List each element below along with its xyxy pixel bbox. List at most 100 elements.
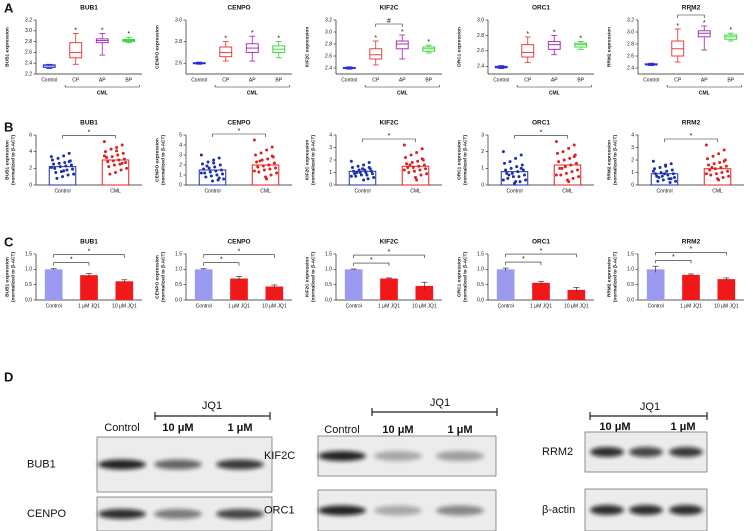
data-point — [425, 172, 429, 176]
data-point — [562, 158, 566, 162]
significance: * — [101, 27, 104, 34]
data-point — [718, 161, 722, 164]
bracket — [514, 135, 568, 139]
data-point — [259, 151, 263, 155]
y-axis-label: ORC1 expression — [456, 27, 462, 67]
significance: * — [220, 257, 223, 264]
x-tick-label: AP — [99, 77, 106, 83]
y-axis-label: CENPO expression — [154, 138, 160, 182]
bracket — [353, 254, 425, 259]
x-tick-label: AP — [701, 77, 708, 83]
y-tick-label: 0.5 — [325, 282, 332, 288]
x-tick-label: CML — [712, 188, 723, 194]
data-point — [55, 176, 59, 180]
significance: * — [88, 249, 91, 256]
bracket — [53, 254, 125, 258]
y-axis-label: (normalized to β-ACT) — [462, 135, 468, 185]
blot-band — [590, 447, 624, 457]
protein-label: BUB1 — [27, 458, 56, 470]
data-point — [265, 177, 269, 181]
data-point — [205, 164, 209, 168]
y-tick-label: 2.4 — [325, 65, 332, 71]
data-point — [674, 179, 678, 183]
data-point — [253, 153, 257, 157]
bar — [415, 285, 434, 300]
data-point — [514, 180, 518, 184]
data-point — [353, 172, 357, 176]
dose-label: 10 μM — [162, 422, 193, 434]
significance: * — [540, 130, 543, 137]
data-point — [671, 172, 675, 176]
data-point — [64, 164, 68, 168]
data-point — [707, 163, 711, 167]
data-point — [554, 173, 558, 177]
bracket — [655, 251, 727, 256]
bar — [717, 279, 736, 300]
box — [395, 40, 409, 50]
y-axis-label: (normalized to β-ACT) — [10, 135, 16, 185]
chart-title: BUB1 — [80, 120, 98, 127]
data-point — [524, 178, 528, 182]
data-point — [208, 170, 212, 174]
data-point — [102, 140, 106, 144]
x-tick-label: Control — [346, 303, 362, 309]
bar — [194, 269, 213, 300]
data-point — [71, 167, 75, 171]
blot-band — [629, 505, 663, 515]
y-axis-label: (normalized to β-ACT) — [160, 252, 166, 302]
data-point — [107, 165, 111, 169]
bar — [496, 269, 515, 300]
data-point — [519, 166, 523, 170]
data-point — [270, 145, 274, 149]
y-tick-label: 5 — [179, 132, 182, 138]
x-tick-label: 10 μM JQ1 — [112, 303, 137, 309]
data-point — [114, 171, 117, 174]
data-point — [712, 162, 716, 166]
data-point — [560, 166, 564, 170]
data-point — [518, 180, 522, 184]
data-point — [402, 168, 406, 172]
y-tick-label: 0 — [29, 182, 32, 188]
data-point — [660, 174, 664, 178]
significance: * — [370, 257, 373, 264]
data-point — [212, 158, 216, 162]
data-point — [502, 161, 506, 165]
y-tick-label: 0 — [329, 182, 332, 188]
data-point — [125, 166, 129, 170]
y-tick-label: 3.0 — [175, 17, 182, 23]
bar — [80, 275, 98, 300]
x-tick-label: Control — [341, 77, 357, 83]
data-point — [661, 178, 665, 182]
box — [369, 48, 383, 60]
bar — [251, 164, 280, 186]
y-tick-label: 2.8 — [477, 33, 484, 39]
dose-label: 1 μM — [670, 421, 695, 433]
data-point — [115, 149, 119, 153]
data-point — [408, 163, 412, 167]
data-point — [704, 172, 708, 176]
data-point — [555, 151, 559, 155]
chart-title: CENPO — [227, 239, 250, 246]
y-tick-label: 2.8 — [325, 41, 332, 47]
bar — [567, 289, 586, 300]
data-point — [710, 166, 714, 169]
significance: * — [238, 128, 241, 135]
x-tick-label: CML — [110, 188, 121, 194]
group-bracket — [64, 85, 140, 88]
data-point — [265, 148, 269, 152]
data-point — [708, 168, 712, 172]
data-point — [364, 171, 368, 174]
data-point — [654, 172, 658, 176]
x-tick-label: BP — [425, 77, 432, 83]
data-point — [506, 176, 510, 180]
significance: * — [374, 35, 377, 42]
y-axis-label: BUB1 expression — [4, 257, 10, 297]
data-point — [358, 171, 362, 174]
data-point — [258, 159, 262, 163]
data-point — [709, 173, 713, 177]
bracket — [203, 254, 275, 258]
bar — [380, 278, 398, 300]
data-point — [206, 160, 210, 164]
x-tick-label: 1 μM JQ1 — [78, 303, 100, 309]
significance: * — [676, 23, 679, 30]
